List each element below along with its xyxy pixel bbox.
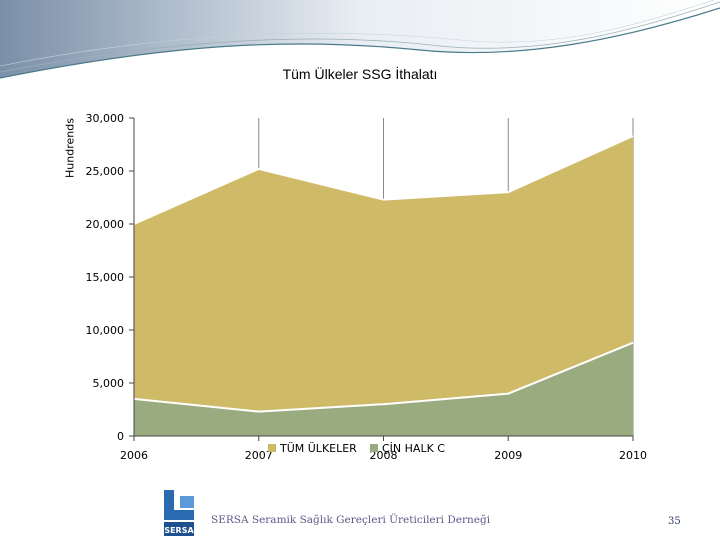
- legend-label-2: ÇİN HALK C: [382, 442, 445, 455]
- legend-swatch-2: [370, 444, 378, 452]
- x-tick-label: 2009: [494, 449, 522, 462]
- plot-area: [133, 135, 634, 436]
- x-tick-label: 2007: [245, 449, 273, 462]
- y-tick-label: 5,000: [93, 377, 125, 390]
- legend-swatch-1: [268, 444, 276, 452]
- area-series-1-edge: [133, 135, 634, 225]
- area-series-2-edge: [133, 341, 634, 413]
- footer-organization: SERSA Seramik Sağlık Gereçleri Üreticile…: [211, 514, 491, 526]
- area-series-1: [134, 136, 633, 436]
- legend-label-1: TÜM ÜLKELER: [279, 442, 357, 455]
- sersa-logo: SERSA: [164, 490, 194, 536]
- y-tick-label: 25,000: [86, 165, 125, 178]
- area-series-2: [134, 342, 633, 436]
- x-tick-label: 2008: [370, 449, 398, 462]
- x-tick-label: 2010: [619, 449, 647, 462]
- chart-title: Tüm Ülkeler SSG İthalatı: [282, 66, 438, 82]
- logo-text: SERSA: [164, 526, 194, 535]
- y-tick-label: 15,000: [86, 271, 125, 284]
- slide-header-decoration: [0, 0, 720, 79]
- y-tick-label: 20,000: [86, 218, 125, 231]
- legend: TÜM ÜLKELER ÇİN HALK C: [268, 442, 445, 455]
- y-tick-label: 0: [117, 430, 124, 443]
- x-tick-labels: 2006 2007 2008 2009 2010: [120, 449, 647, 462]
- x-tick-label: 2006: [120, 449, 148, 462]
- page-number: 35: [668, 516, 681, 527]
- y-tick-labels: 0 5,000 10,000 15,000 20,000 25,000 30,000: [86, 112, 125, 443]
- y-tick-label: 30,000: [86, 112, 125, 125]
- y-tick-label: 10,000: [86, 324, 125, 337]
- axes: [129, 117, 634, 441]
